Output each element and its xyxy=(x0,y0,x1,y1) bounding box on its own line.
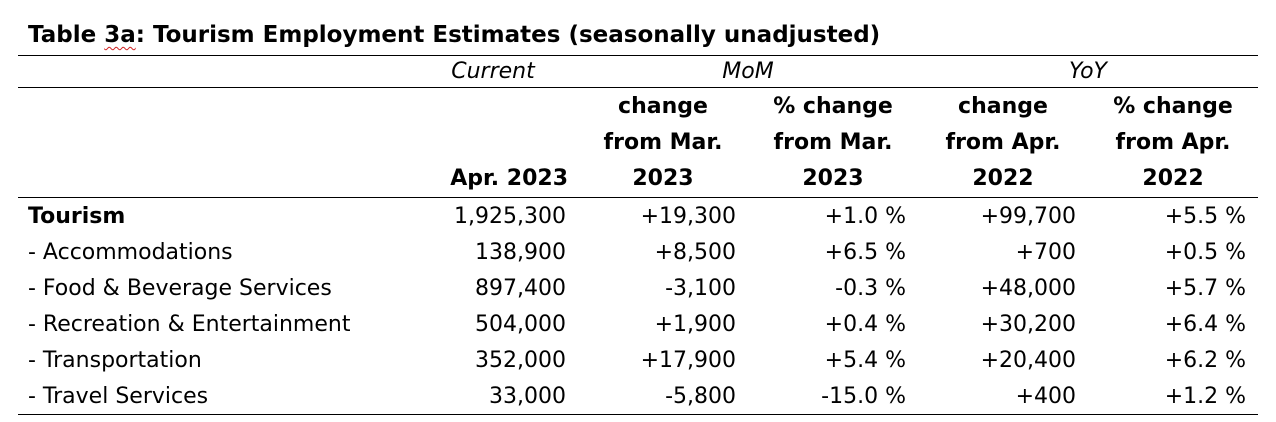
table-row-tourism: Tourism 1,925,300 +19,300 +1.0 % +99,700… xyxy=(18,198,1258,235)
column-header-blank xyxy=(18,87,408,198)
cell-mom-change: +19,300 xyxy=(640,203,736,229)
cell-yoy-pct: +5.7 % xyxy=(1164,275,1247,301)
title-number: 3a xyxy=(104,22,136,48)
row-label: - Travel Services xyxy=(18,378,408,415)
header-line: 2023 xyxy=(802,166,864,191)
column-header-mom-change: change from Mar. 2023 xyxy=(578,87,748,198)
header-line: 2022 xyxy=(972,166,1034,191)
column-header-yoy-pct: % change from Apr. 2022 xyxy=(1088,87,1259,198)
cell-mom-change: +17,900 xyxy=(640,347,736,373)
table-title-row: Table 3a: Tourism Employment Estimates (… xyxy=(18,15,1259,56)
cell-yoy-change: +700 xyxy=(1015,239,1076,265)
cell-yoy-change: +400 xyxy=(918,378,1088,415)
cell-yoy-change: +48,000 xyxy=(980,275,1076,301)
table-row-accommodations: - Accommodations 138,900 +8,500 +6.5 % +… xyxy=(18,234,1258,270)
row-label: - Food & Beverage Services xyxy=(28,275,332,301)
header-line: from Mar. xyxy=(773,130,893,155)
cell-mom-pct: +5.4 % xyxy=(824,347,906,373)
cell-current: 1,925,300 xyxy=(454,203,566,229)
cell-yoy-change: +99,700 xyxy=(980,203,1076,229)
cell-current: 504,000 xyxy=(475,311,566,337)
group-header-yoy: YoY xyxy=(918,55,1259,88)
header-line: 2022 xyxy=(1142,166,1204,191)
cell-yoy-pct: +1.2 % xyxy=(1088,378,1259,415)
title-prefix: Table xyxy=(28,22,105,48)
cell-current: 33,000 xyxy=(408,378,578,415)
column-header-row: Apr. 2023 change from Mar. 2023 % change… xyxy=(18,87,1259,198)
cell-yoy-pct: +0.5 % xyxy=(1164,239,1247,265)
cell-mom-pct: +0.4 % xyxy=(824,311,906,337)
header-line: from Mar. xyxy=(603,130,723,155)
column-header-yoy-change: change from Apr. 2022 xyxy=(918,87,1088,198)
cell-yoy-pct: +5.5 % xyxy=(1164,203,1247,229)
group-header-current: Current xyxy=(408,55,578,88)
row-label: - Transportation xyxy=(28,347,202,373)
header-line: from Apr. xyxy=(945,130,1061,155)
title-suffix: : Tourism Employment Estimates (seasonal… xyxy=(135,22,881,48)
cell-mom-change: -5,800 xyxy=(578,378,748,415)
cell-mom-change: +8,500 xyxy=(654,239,736,265)
cell-current: 897,400 xyxy=(475,275,566,301)
table-row-transportation: - Transportation 352,000 +17,900 +5.4 % … xyxy=(18,342,1258,378)
header-line: % change xyxy=(773,94,893,119)
header-line: change xyxy=(958,94,1048,119)
table-row-food-beverage: - Food & Beverage Services 897,400 -3,10… xyxy=(18,270,1258,306)
header-line: % change xyxy=(1113,94,1233,119)
row-label: Tourism xyxy=(28,203,126,229)
table-row-travel-services: - Travel Services 33,000 -5,800 -15.0 % … xyxy=(18,378,1259,415)
header-line: change xyxy=(618,94,708,119)
cell-mom-change: -3,100 xyxy=(665,275,736,301)
cell-current: 352,000 xyxy=(475,347,566,373)
cell-mom-pct: -15.0 % xyxy=(748,378,918,415)
cell-current: 138,900 xyxy=(475,239,566,265)
cell-mom-change: +1,900 xyxy=(654,311,736,337)
cell-mom-pct: -0.3 % xyxy=(835,275,906,301)
employment-table: Table 3a: Tourism Employment Estimates (… xyxy=(18,15,1259,415)
header-line: 2023 xyxy=(632,166,694,191)
cell-yoy-change: +20,400 xyxy=(980,347,1076,373)
row-label: - Recreation & Entertainment xyxy=(28,311,351,337)
table-title: Table 3a: Tourism Employment Estimates (… xyxy=(18,15,1259,56)
group-header-row: Current MoM YoY xyxy=(18,55,1259,88)
group-header-mom: MoM xyxy=(578,55,918,88)
column-header-mom-pct: % change from Mar. 2023 xyxy=(748,87,918,198)
cell-yoy-change: +30,200 xyxy=(980,311,1076,337)
cell-yoy-pct: +6.4 % xyxy=(1164,311,1247,337)
group-header-blank xyxy=(18,55,408,88)
table-row-recreation-entertainment: - Recreation & Entertainment 504,000 +1,… xyxy=(18,306,1258,342)
cell-mom-pct: +1.0 % xyxy=(824,203,906,229)
header-line: from Apr. xyxy=(1115,130,1231,155)
cell-mom-pct: +6.5 % xyxy=(824,239,906,265)
row-label: - Accommodations xyxy=(28,239,233,265)
cell-yoy-pct: +6.2 % xyxy=(1164,347,1247,373)
column-header-current: Apr. 2023 xyxy=(408,87,578,198)
